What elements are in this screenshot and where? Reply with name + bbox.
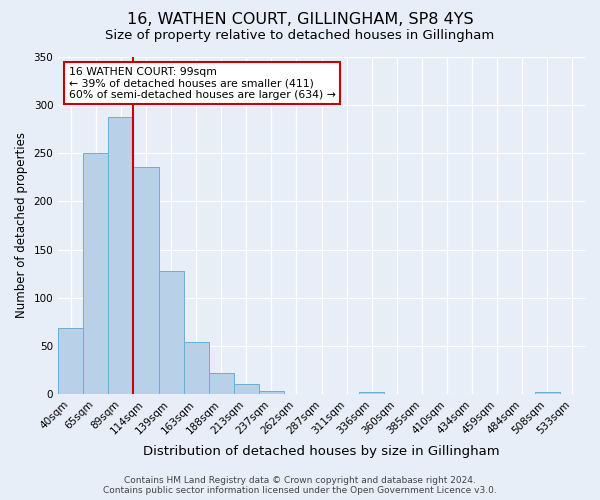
Y-axis label: Number of detached properties: Number of detached properties <box>15 132 28 318</box>
Bar <box>109 118 133 394</box>
Text: Size of property relative to detached houses in Gillingham: Size of property relative to detached ho… <box>106 29 494 42</box>
Bar <box>209 373 234 394</box>
Bar <box>133 166 158 394</box>
Text: Contains HM Land Registry data © Crown copyright and database right 2024.: Contains HM Land Registry data © Crown c… <box>124 476 476 485</box>
Bar <box>83 153 109 394</box>
Bar <box>359 392 385 394</box>
Bar <box>234 384 259 394</box>
Bar <box>184 342 209 394</box>
Text: 16 WATHEN COURT: 99sqm
← 39% of detached houses are smaller (411)
60% of semi-de: 16 WATHEN COURT: 99sqm ← 39% of detached… <box>69 66 335 100</box>
X-axis label: Distribution of detached houses by size in Gillingham: Distribution of detached houses by size … <box>143 444 500 458</box>
Bar <box>158 271 184 394</box>
Text: Contains public sector information licensed under the Open Government Licence v3: Contains public sector information licen… <box>103 486 497 495</box>
Bar <box>535 392 560 394</box>
Bar <box>58 328 83 394</box>
Text: 16, WATHEN COURT, GILLINGHAM, SP8 4YS: 16, WATHEN COURT, GILLINGHAM, SP8 4YS <box>127 12 473 28</box>
Bar <box>259 390 284 394</box>
